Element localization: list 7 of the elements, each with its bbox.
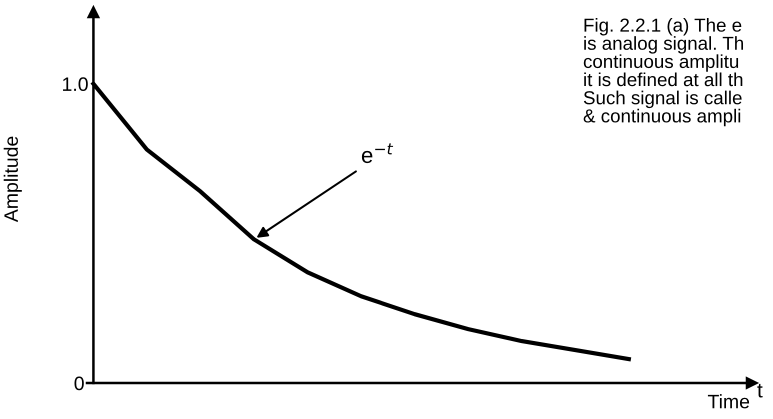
annotation: e$^{−t}$ — [362, 143, 394, 164]
y-tick-label: 0 — [74, 376, 84, 390]
x-axis-title: Time — [708, 394, 750, 408]
annotation: Fig. 2.2.1 (a) The e is analog signal. Th continuous amplitu it is defined at all th Such signal is calle & continuous ampli — [584, 18, 744, 126]
y-tick-label: 1.0 — [63, 77, 88, 92]
y-axis-title: Amplitude — [4, 136, 22, 222]
text: t — [757, 384, 763, 398]
